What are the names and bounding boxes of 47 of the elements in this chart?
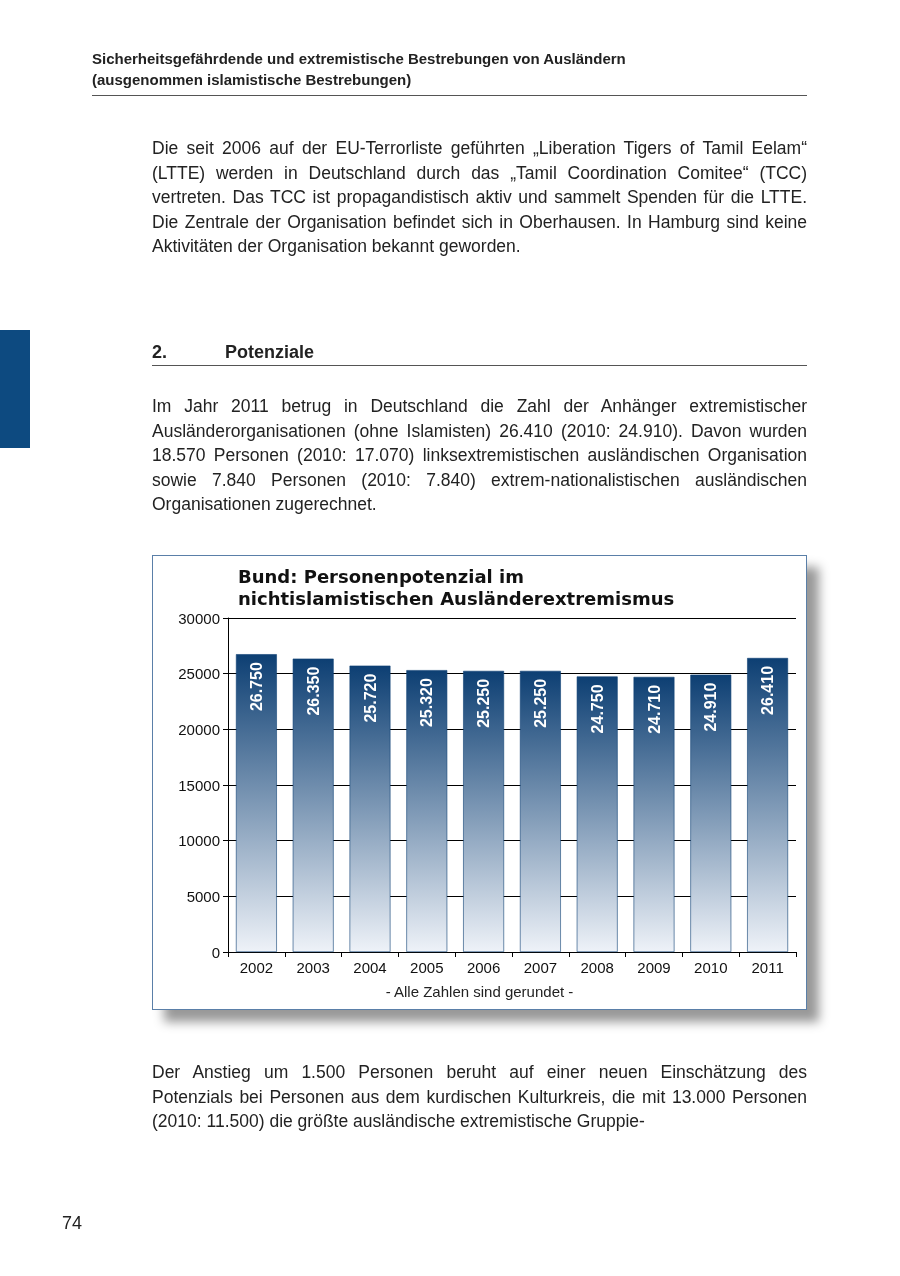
text: Potenziale: [225, 342, 315, 363]
x-tick-label: 2008: [580, 959, 614, 976]
y-tick-label: 30000: [178, 609, 220, 627]
bar: [633, 676, 675, 952]
data-label: 24.910: [702, 682, 720, 732]
text: Im Jahr 2011 betrug in Deutschland die Zahl der Anhänger extremistischer Ausländerorganisationen (ohne Islamisten) 26.410 (2010: 24.910). Davon wurden 18.570 Personen (2010: 17.070) linksextremistischen ausländischen Organisation sowie 7.840 Personen (2010: 7.840) extrem-nationalistischen ausländischen Organisationen zugerechnet.: [152, 395, 807, 516]
data-label: 26.410: [759, 665, 777, 715]
data-label: 25.250: [475, 678, 493, 728]
bar: [463, 670, 505, 952]
text: - Alle Zahlen sind gerundet -: [384, 983, 575, 1000]
data-label: 25.720: [361, 673, 379, 723]
x-tick-label: 2010: [694, 959, 728, 976]
bar: [519, 670, 561, 952]
data-label: 24.750: [588, 684, 606, 734]
bar: [235, 654, 277, 952]
data-label: 25.250: [531, 678, 549, 728]
x-tick-label: 2005: [410, 959, 444, 976]
text: Die seit 2006 auf der EU-Terrorliste geführten „Liberation Tigers of Tamil Eelam“ (LTTE) werden in Deutschland durch das „Tamil Coordination Comitee“ (TCC) vertreten. Das TCC ist propagandistisch aktiv und sammelt Spenden für die LTTE. Die Zentrale der Organisation befindet sich in Oberhausen. In Hamburg sind keine Aktivitäten der Organisation bekannt geworden.: [152, 137, 807, 258]
y-tick-label: 0: [211, 943, 220, 961]
bar: [576, 676, 618, 952]
text: (ausgenommen islamistische Bestrebungen): [92, 71, 412, 88]
x-tick-label: 2006: [466, 959, 501, 976]
text: 2.: [152, 342, 168, 363]
bar: [349, 665, 391, 952]
x-tick-label: 2002: [239, 959, 274, 976]
text: Sicherheitsgefährdende und extremistische Bestrebungen von Ausländern: [92, 50, 626, 67]
bar: [292, 658, 334, 952]
data-label: 24.710: [645, 684, 663, 734]
x-tick-label: 2009: [637, 959, 671, 976]
text: 74: [62, 1213, 83, 1234]
text: Der Anstieg um 1.500 Personen beruht auf einer neuen Einschätzung des Potenzials bei Personen aus dem kurdischen Kulturkreis, die mit 13.000 Personen (2010: 11.500) die größte ausländische extremistische Gruppie-: [152, 1061, 807, 1133]
y-tick-label: 20000: [178, 720, 220, 738]
x-tick-label: 2011: [751, 959, 784, 976]
y-tick-label: 5000: [186, 887, 220, 905]
x-tick-label: 2007: [523, 959, 558, 976]
y-tick-label: 25000: [178, 665, 220, 683]
bar: [747, 657, 789, 952]
data-label: 25.320: [418, 678, 436, 728]
x-tick-label: 2003: [296, 959, 330, 976]
data-label: 26.750: [247, 662, 265, 712]
chart-title: Bund: Personenpotenzial im nichtislamistischen Ausländerextremismus: [238, 565, 675, 609]
y-tick-label: 15000: [178, 776, 220, 794]
x-tick-label: 2004: [353, 959, 387, 976]
bar: [406, 670, 448, 952]
data-label: 26.350: [304, 666, 322, 716]
y-tick-label: 10000: [178, 832, 220, 850]
bar: [690, 674, 732, 952]
